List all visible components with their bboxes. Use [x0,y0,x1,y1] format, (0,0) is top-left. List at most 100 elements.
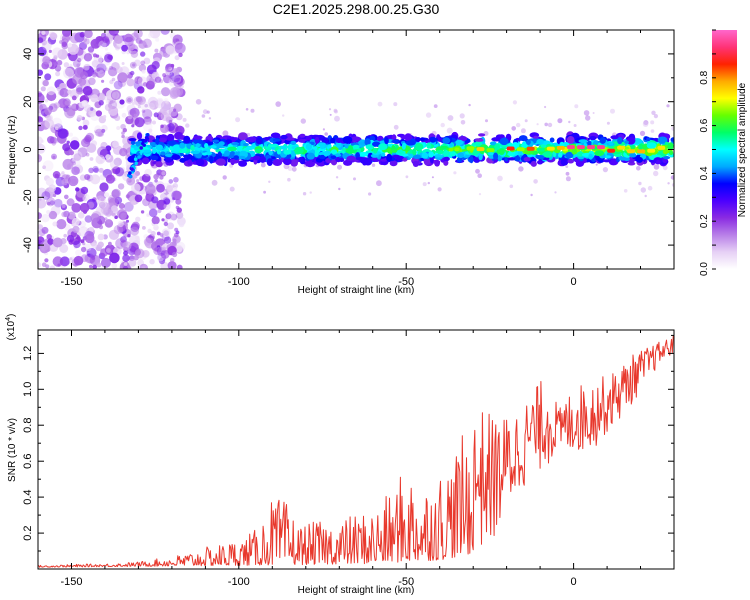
spectrogram-cell [61,41,68,48]
spectrogram-cell [104,103,113,112]
spectrogram-cell [75,84,84,93]
spectrogram-cell [190,150,200,155]
spectrogram-cell [129,107,140,118]
spectrogram-cell [99,201,106,209]
spectrogram-cell [585,115,591,121]
spectrogram-cell [80,186,89,195]
spectrogram-cell [412,160,419,167]
spectrogram-cell [565,171,570,176]
spectrogram-cell [38,198,47,209]
spectrogram-cell [573,124,577,127]
spectrogram-cell [135,235,140,240]
spectrogram-cell [55,71,61,77]
spectrogram-cell [178,52,183,58]
spectrogram-cell [439,145,448,149]
spectrogram-cell [589,136,597,141]
spectrogram-cell [440,122,445,128]
spectrogram-cell [588,153,593,160]
spectrogram-cell [663,156,671,160]
spectrogram-cell [195,143,201,148]
spectrogram-cell [309,191,312,194]
spectrogram-cell [338,157,345,162]
spectrogram-cell [124,33,133,43]
spectrogram-cell [76,87,84,95]
spectrogram-cell [371,163,376,167]
spectrogram-cell [77,57,82,63]
spectrogram-cell [617,137,623,145]
spectrogram-cell [478,133,486,137]
spectrogram-cell [131,101,136,105]
spectrogram-cell [172,241,177,246]
spectrogram-cell [163,203,171,211]
spectrogram-cell [487,152,494,156]
spectrogram-cell [69,132,73,137]
spectrogram-cell [497,155,503,162]
spectrogram-cell [143,238,152,246]
spectrogram-cell [669,150,674,155]
spectrogram-cell [166,64,172,70]
spectrogram-cell [134,76,143,85]
spectrogram-cell [222,175,227,180]
spectrogram-cell [651,110,656,116]
spectrogram-cell [61,204,66,208]
spectrogram-cell [494,143,501,151]
spectrogram-cell [159,137,167,143]
spectrogram-cell [51,117,63,129]
spectrogram-cell [567,158,574,164]
spectrogram-cell [134,248,145,259]
spectrogram-cell [142,121,153,132]
spectrogram-cell [504,157,509,162]
spectrogram-cell [195,158,205,167]
spectrogram-cell [108,30,120,36]
spectrogram-cell [618,156,627,161]
spectrogram-cell [434,154,444,158]
spectrogram-cell [155,99,165,109]
spectrogram-cell [535,155,545,160]
spectrogram-cell [84,30,93,39]
spectrogram-cell [154,48,159,53]
spectrogram-cell [602,159,611,163]
spectrogram-cell [290,159,299,167]
spectrogram-cell [40,86,46,92]
spectrogram-cell [114,115,121,121]
spectrogram-cell [435,150,445,154]
spectrogram-cell [75,187,80,192]
spectrogram-cell [335,142,342,148]
spectrogram-cell [71,166,80,175]
spectrogram-cell [165,157,173,163]
spectrogram-cell [113,224,124,235]
spectrogram-cell [235,117,241,123]
spectrogram-cell [224,150,230,157]
spectrogram-cell [111,262,118,269]
spectrogram-cell [39,241,49,251]
spectrogram-cell [84,233,95,244]
spectrogram-cell [365,144,374,150]
spectrogram-cell [377,101,383,107]
spectrogram-cell [640,187,646,193]
spectrogram-cell [154,76,162,83]
spectrogram-cell [305,143,312,151]
spectrogram-cell [557,118,563,124]
spectrogram-cell [93,53,97,58]
colorbar-ticks: 0.0 0.2 0.4 0.6 0.8 [699,29,716,276]
snr-series-line [38,335,674,568]
spectrogram-cell [282,114,285,117]
spectrogram-cell [123,250,129,256]
spectrogram-cell [108,67,118,77]
spectrogram-cell [454,147,460,152]
spectrogram-cell [536,123,539,126]
spectrogram-cell [179,142,186,149]
snr-xlabel: Height of straight line (km) [298,585,415,596]
spectrogram-cell [131,183,141,193]
spectrogram-cell [76,115,83,121]
spectrogram-cell [128,174,133,179]
spectrogram-cell [144,44,148,48]
spectrogram-cell [448,147,454,152]
spectrogram-cell [152,120,156,125]
spectrogram-cell [82,86,93,96]
spectrogram-cell [666,104,670,108]
spectrogram-cell [142,226,146,230]
spectrogram-cell [140,210,145,214]
spectrogram-cell [165,213,172,220]
spectrogram-cell [160,30,170,35]
